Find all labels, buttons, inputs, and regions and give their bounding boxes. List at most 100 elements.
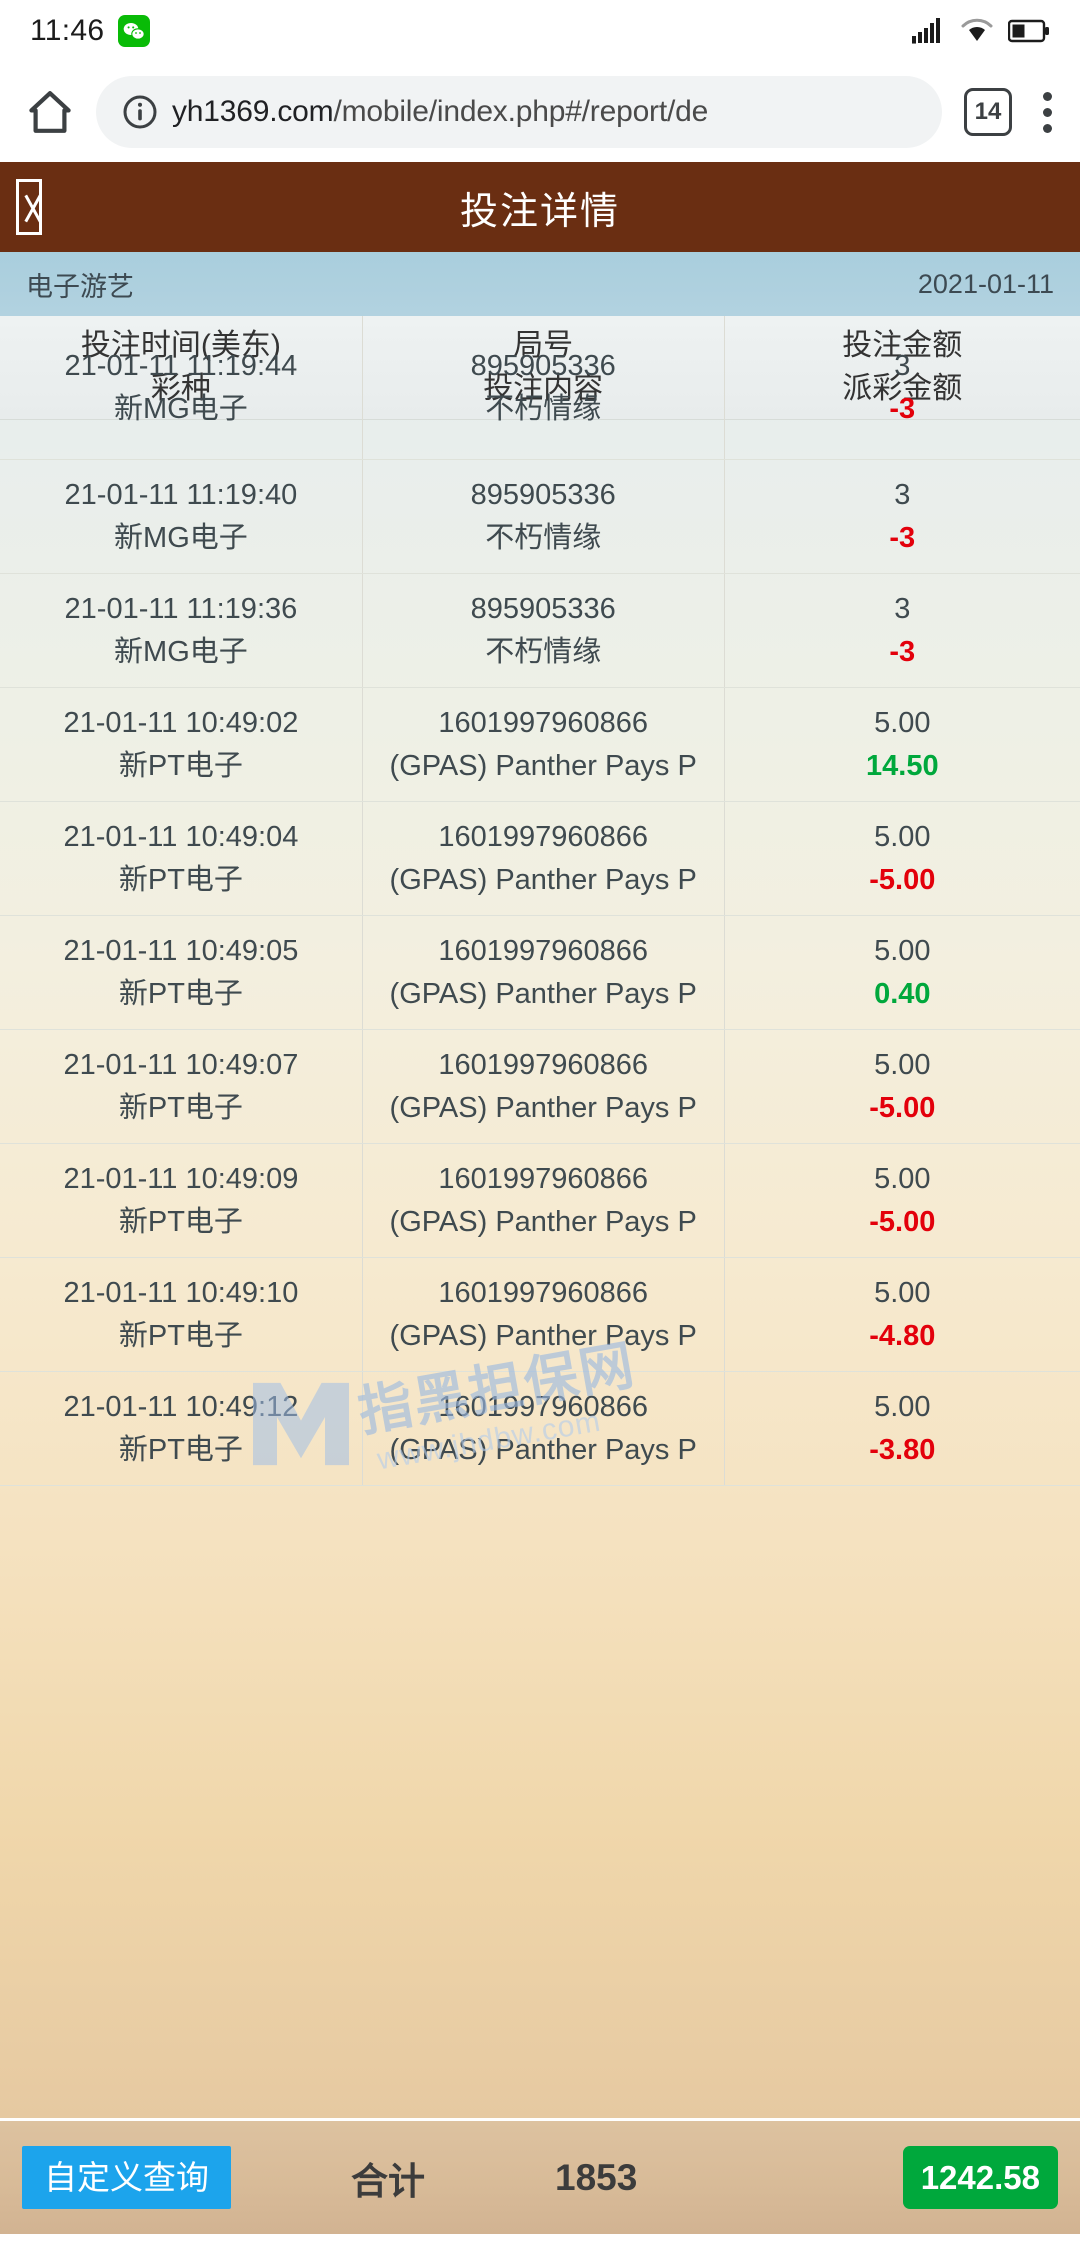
cell-time-lottery-primary: 21-01-11 10:49:09 (63, 1162, 299, 1195)
table-body: 21-01-11 11:19:44 新MG电子 895905336 不朽情缘 3 -3 21… (0, 345, 1080, 1486)
browser-toolbar: yh1369.com/mobile/index.php#/report/de 1… (0, 62, 1080, 162)
cell-stake-payout-secondary: -3 (889, 392, 916, 425)
table-row[interactable]: 21-01-11 10:49:05 新PT电子 1601997960866 (GPAS… (0, 916, 1080, 1030)
cell-time-lottery-secondary: 新PT电子 (118, 863, 243, 896)
cell-round-content: 1601997960866 (GPAS) Panther Pays P (361, 916, 724, 1029)
cell-stake-payout-secondary: -3 (889, 521, 916, 554)
cell-stake-payout: 5.00 -4.80 (723, 1258, 1080, 1371)
cell-time-lottery-secondary: 新MG电子 (114, 392, 248, 425)
cellular-signal-icon (912, 18, 940, 44)
cell-time-lottery-secondary: 新MG电子 (114, 521, 248, 554)
tab-counter-button[interactable]: 14 (964, 88, 1012, 136)
table-row[interactable]: 21-01-11 10:49:02 新PT电子 1601997960866 (GPAS… (0, 688, 1080, 802)
cell-stake-payout-primary: 5.00 (874, 1390, 931, 1423)
menu-dot (1042, 107, 1052, 117)
cell-stake-payout: 5.00 14.50 (723, 688, 1080, 801)
url-display[interactable]: yh1369.com/mobile/index.php#/report/de (172, 95, 708, 129)
custom-query-button[interactable]: 自定义查询 (22, 2146, 231, 2209)
cell-round-content-secondary: 不朽情缘 (485, 635, 602, 668)
cell-time-lottery: 21-01-11 10:49:05 新PT电子 (0, 916, 362, 1029)
cell-round-content: 895905336 不朽情缘 (361, 345, 724, 459)
cell-round-content-primary: 895905336 (470, 478, 616, 511)
column-header-stake: 投注金额 派彩金额 (723, 316, 1080, 419)
cell-time-lottery: 21-01-11 11:19:44 新MG电子 (0, 345, 362, 459)
table-row[interactable]: 21-01-11 10:49:04 新PT电子 1601997960866 (GPAS… (0, 802, 1080, 916)
cell-round-content-secondary: (GPAS) Panther Pays P (389, 749, 697, 782)
wifi-icon (961, 18, 993, 41)
cell-round-content-secondary: (GPAS) Panther Pays P (389, 1091, 697, 1124)
status-bar-indicators (912, 17, 1050, 45)
table-row[interactable]: 21-01-11 11:19:44 新MG电子 895905336 不朽情缘 3 -3 (0, 345, 1080, 460)
cell-stake-payout-primary: 5.00 (874, 934, 931, 967)
total-amount-badge: 1242.58 (902, 2146, 1058, 2209)
cell-stake-payout-secondary: -4.80 (869, 1319, 936, 1352)
cell-round-content-secondary: (GPAS) Panther Pays P (389, 1433, 697, 1466)
table-row[interactable]: 21-01-11 11:19:36 新MG电子 895905336 不朽情缘 3 -3 (0, 574, 1080, 688)
cell-stake-payout-primary: 5.00 (874, 1276, 931, 1309)
cell-round-content-secondary: (GPAS) Panther Pays P (389, 1319, 697, 1352)
cell-stake-payout-secondary: -3 (889, 635, 916, 668)
cell-time-lottery-primary: 21-01-11 10:49:12 (63, 1390, 299, 1423)
cell-time-lottery: 21-01-11 10:49:07 新PT电子 (0, 1030, 362, 1143)
table-row[interactable]: 21-01-11 10:49:09 新PT电子 1601997960866 (GPAS… (0, 1144, 1080, 1258)
url-path: /mobile/index.php#/report/de (333, 95, 709, 128)
home-icon[interactable] (26, 88, 74, 136)
page-info-icon[interactable] (122, 94, 158, 130)
cell-stake-payout-secondary: 0.40 (874, 977, 931, 1010)
back-arrow-icon[interactable] (16, 179, 42, 235)
bet-detail-table[interactable]: 投注时间(美东) 彩种 局号 投注内容 投注金额 派彩金额 21-01-11 1… (0, 316, 1080, 2118)
gesture-nav-bar (0, 2234, 1080, 2248)
cell-time-lottery-primary: 21-01-11 11:19:40 (64, 478, 298, 511)
cell-time-lottery-secondary: 新PT电子 (118, 1433, 243, 1466)
menu-dot (1042, 91, 1052, 101)
cell-stake-payout-secondary: 14.50 (866, 749, 939, 782)
cell-stake-payout-secondary: -5.00 (869, 1091, 936, 1124)
table-row[interactable]: 21-01-11 10:49:12 新PT电子 1601997960866 (GPAS… (0, 1372, 1080, 1486)
cell-stake-payout-secondary: -5.00 (869, 1205, 936, 1238)
report-subheader: 电子游艺 2021-01-11 (0, 252, 1080, 316)
cell-round-content: 1601997960866 (GPAS) Panther Pays P (361, 1258, 724, 1371)
column-header-content-label: 投注内容 (483, 371, 604, 405)
cell-stake-payout: 5.00 -5.00 (723, 1144, 1080, 1257)
overflow-menu-icon[interactable] (1040, 91, 1054, 133)
table-row[interactable]: 21-01-11 10:49:10 新PT电子 1601997960866 (GPAS… (0, 1258, 1080, 1372)
table-row[interactable]: 21-01-11 10:49:07 新PT电子 1601997960866 (GPAS… (0, 1030, 1080, 1144)
cell-round-content-primary: 1601997960866 (438, 1390, 649, 1423)
page-title: 投注详情 (459, 190, 620, 233)
cell-round-content-secondary: (GPAS) Panther Pays P (389, 977, 697, 1010)
url-host: yh1369.com (172, 95, 334, 128)
cell-time-lottery-primary: 21-01-11 10:49:07 (63, 1048, 299, 1081)
cell-round-content-primary: 1601997960866 (438, 820, 649, 853)
cell-round-content-primary: 1601997960866 (438, 1162, 649, 1195)
cell-time-lottery-primary: 21-01-11 10:49:05 (63, 934, 299, 967)
total-count: 1853 (555, 2156, 638, 2198)
cell-stake-payout: 3 -3 (723, 460, 1080, 573)
column-header-round: 局号 投注内容 (361, 316, 724, 419)
table-row[interactable]: 21-01-11 11:19:40 新MG电子 895905336 不朽情缘 3 -3 (0, 460, 1080, 574)
cell-round-content: 1601997960866 (GPAS) Panther Pays P (361, 688, 724, 801)
report-date[interactable]: 2021-01-11 (917, 268, 1054, 299)
report-category: 电子游艺 (26, 271, 134, 302)
cell-time-lottery: 21-01-11 11:19:40 新MG电子 (0, 460, 362, 573)
column-header-stake-label: 投注金额 (842, 328, 963, 362)
cell-stake-payout: 5.00 -3.80 (723, 1372, 1080, 1485)
cell-stake-payout-primary: 3 (894, 478, 911, 511)
total-label: 合计 (351, 2160, 425, 2202)
cell-round-content-primary: 895905336 (470, 592, 616, 625)
cell-stake-payout-primary: 5.00 (874, 820, 931, 853)
cell-time-lottery-primary: 21-01-11 10:49:02 (63, 706, 299, 739)
android-status-bar: 11:46 (0, 0, 1080, 62)
cell-stake-payout: 3 -3 (723, 574, 1080, 687)
cell-round-content-secondary: 不朽情缘 (485, 392, 602, 425)
column-header-payout-label: 派彩金额 (842, 371, 963, 405)
address-bar[interactable]: yh1369.com/mobile/index.php#/report/de (96, 76, 942, 148)
cell-stake-payout-primary: 5.00 (874, 1162, 931, 1195)
cell-round-content-secondary: (GPAS) Panther Pays P (389, 863, 697, 896)
cell-round-content-primary: 1601997960866 (438, 934, 649, 967)
cell-round-content-secondary: (GPAS) Panther Pays P (389, 1205, 697, 1238)
cell-round-content: 895905336 不朽情缘 (361, 574, 724, 687)
cell-round-content-primary: 895905336 (470, 350, 616, 382)
cell-round-content: 895905336 不朽情缘 (361, 460, 724, 573)
cell-round-content: 1601997960866 (GPAS) Panther Pays P (361, 1372, 724, 1485)
table-header-row: 投注时间(美东) 彩种 局号 投注内容 投注金额 派彩金额 (0, 316, 1080, 420)
